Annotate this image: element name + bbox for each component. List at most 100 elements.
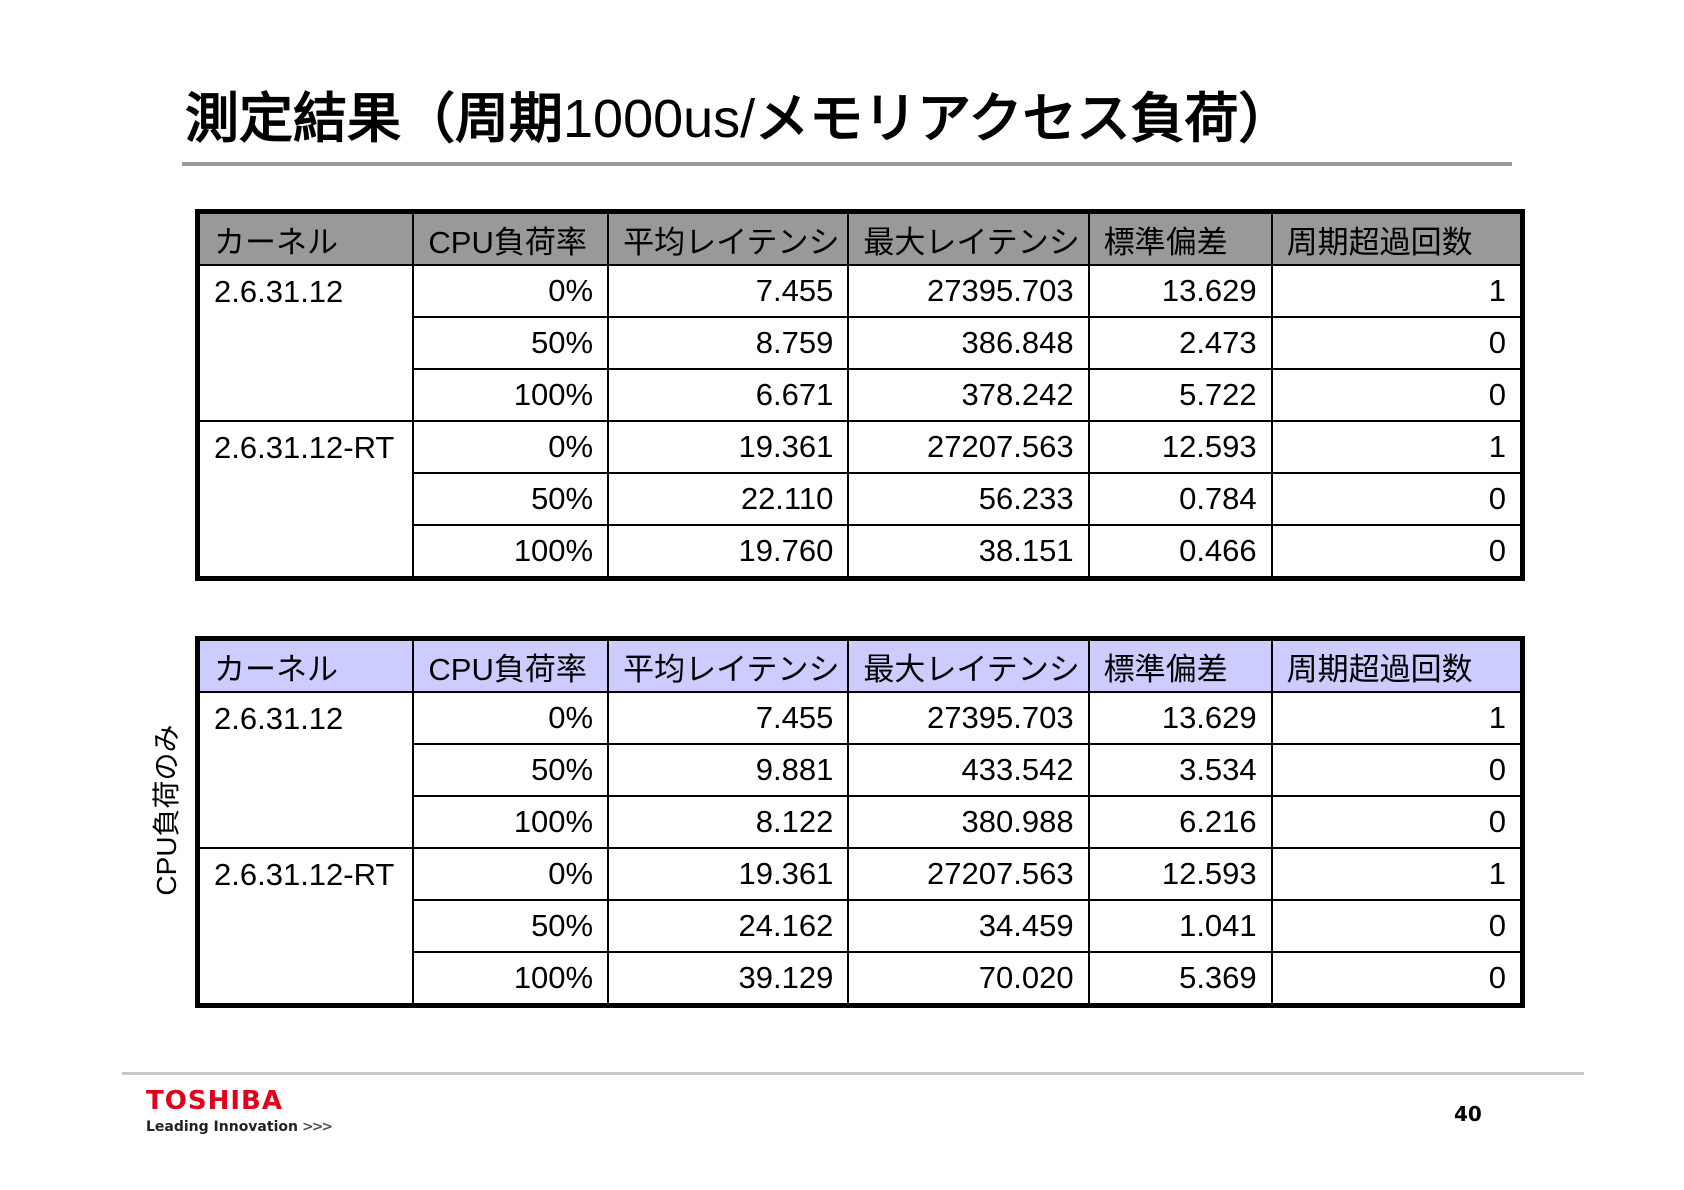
col-header-kernel: カーネル: [196, 210, 415, 266]
cpu-load-cell: 0%: [412, 691, 610, 745]
overrun-count-cell: 0: [1270, 316, 1524, 370]
avg-latency-cell: 7.455: [607, 264, 850, 318]
max-latency-cell: 27207.563: [847, 847, 1090, 901]
table-row: 100% 39.129 70.020 5.369 0: [198, 951, 1524, 1007]
toshiba-logo: TOSHIBA: [146, 1086, 283, 1116]
cpu-load-cell: 0%: [412, 420, 610, 474]
cpu-load-cell: 100%: [412, 951, 610, 1007]
overrun-count-cell: 0: [1270, 795, 1524, 849]
table-header-row: カーネル CPU負荷率 平均レイテンシ 最大レイテンシ 標準偏差 周期超過回数: [196, 637, 1524, 693]
avg-latency-cell: 39.129: [607, 951, 850, 1007]
table-row: 2.6.31.12 0% 7.455 27395.703 13.629 1: [196, 691, 1524, 849]
std-dev-cell: 5.369: [1087, 951, 1273, 1007]
kernel-cell: 2.6.31.12-RT: [196, 420, 415, 580]
std-dev-cell: 13.629: [1087, 691, 1273, 745]
std-dev-cell: 2.473: [1087, 316, 1273, 370]
title-part-2: 1000us/: [563, 89, 756, 149]
tagline: Leading Innovation >>>: [146, 1117, 333, 1137]
avg-latency-cell: 19.361: [607, 420, 850, 474]
col-header-overrun-count: 周期超過回数: [1270, 210, 1524, 266]
overrun-count-cell: 0: [1270, 368, 1524, 422]
avg-latency-cell: 9.881: [607, 743, 850, 797]
title-underline: [182, 162, 1512, 166]
cpu-load-cell: 100%: [412, 524, 610, 580]
col-header-max-latency: 最大レイテンシ: [847, 210, 1090, 266]
cpu-load-cell: 50%: [412, 899, 610, 953]
col-header-std-dev: 標準偏差: [1087, 210, 1273, 266]
std-dev-cell: 3.534: [1087, 743, 1273, 797]
cpu-load-cell: 0%: [412, 847, 610, 901]
avg-latency-cell: 7.455: [607, 691, 850, 745]
max-latency-cell: 380.988: [847, 795, 1090, 849]
results-table-memory-load: カーネル CPU負荷率 平均レイテンシ 最大レイテンシ 標準偏差 周期超過回数 …: [195, 209, 1525, 581]
col-header-cpu-load: CPU負荷率: [412, 210, 610, 266]
table-header-row: カーネル CPU負荷率 平均レイテンシ 最大レイテンシ 標準偏差 周期超過回数: [196, 210, 1524, 266]
cpu-load-cell: 50%: [412, 472, 610, 526]
table-row: 50% 22.110 56.233 0.784 0: [198, 472, 1524, 526]
col-header-kernel: カーネル: [196, 637, 415, 693]
overrun-count-cell: 0: [1270, 472, 1524, 526]
col-header-avg-latency: 平均レイテンシ: [607, 210, 850, 266]
overrun-count-cell: 1: [1270, 264, 1524, 318]
col-header-avg-latency: 平均レイテンシ: [607, 637, 850, 693]
col-header-std-dev: 標準偏差: [1087, 637, 1273, 693]
cpu-load-cell: 0%: [412, 264, 610, 318]
max-latency-cell: 70.020: [847, 951, 1090, 1007]
kernel-cell: 2.6.31.12: [196, 264, 415, 422]
kernel-cell: 2.6.31.12: [196, 691, 415, 849]
overrun-count-cell: 0: [1270, 899, 1524, 953]
table-row: 50% 24.162 34.459 1.041 0: [198, 899, 1524, 953]
std-dev-cell: 6.216: [1087, 795, 1273, 849]
avg-latency-cell: 19.361: [607, 847, 850, 901]
results-table-cpu-load-only: カーネル CPU負荷率 平均レイテンシ 最大レイテンシ 標準偏差 周期超過回数 …: [195, 636, 1525, 1008]
max-latency-cell: 27395.703: [847, 691, 1090, 745]
overrun-count-cell: 1: [1270, 847, 1524, 901]
avg-latency-cell: 19.760: [607, 524, 850, 580]
col-header-overrun-count: 周期超過回数: [1270, 637, 1524, 693]
table-row: 2.6.31.12 0% 7.455 27395.703 13.629 1: [196, 264, 1524, 422]
table-row: 2.6.31.12-RT 0% 19.361 27207.563 12.593 …: [196, 847, 1524, 1007]
title-part-3: メモリアクセス負荷）: [755, 87, 1293, 150]
table-row: 50% 8.759 386.848 2.473 0: [198, 316, 1524, 370]
col-header-max-latency: 最大レイテンシ: [847, 637, 1090, 693]
overrun-count-cell: 1: [1270, 420, 1524, 474]
max-latency-cell: 34.459: [847, 899, 1090, 953]
page-title: 測定結果（周期1000us/メモリアクセス負荷）: [185, 84, 1292, 154]
avg-latency-cell: 8.759: [607, 316, 850, 370]
max-latency-cell: 27207.563: [847, 420, 1090, 474]
std-dev-cell: 13.629: [1087, 264, 1273, 318]
std-dev-cell: 0.784: [1087, 472, 1273, 526]
footer-divider: [122, 1072, 1584, 1075]
col-header-cpu-load: CPU負荷率: [412, 637, 610, 693]
table-row: 100% 19.760 38.151 0.466 0: [198, 524, 1524, 580]
overrun-count-cell: 0: [1270, 951, 1524, 1007]
cpu-load-cell: 100%: [412, 795, 610, 849]
overrun-count-cell: 0: [1270, 743, 1524, 797]
avg-latency-cell: 22.110: [607, 472, 850, 526]
chevrons-icon: >>>: [301, 1119, 333, 1135]
table-row: 100% 6.671 378.242 5.722 0: [198, 368, 1524, 422]
cpu-load-cell: 50%: [412, 743, 610, 797]
avg-latency-cell: 6.671: [607, 368, 850, 422]
max-latency-cell: 27395.703: [847, 264, 1090, 318]
table-row: 100% 8.122 380.988 6.216 0: [198, 795, 1524, 849]
std-dev-cell: 12.593: [1087, 420, 1273, 474]
cpu-load-cell: 50%: [412, 316, 610, 370]
overrun-count-cell: 0: [1270, 524, 1524, 580]
kernel-cell: 2.6.31.12-RT: [196, 847, 415, 1007]
max-latency-cell: 386.848: [847, 316, 1090, 370]
std-dev-cell: 12.593: [1087, 847, 1273, 901]
max-latency-cell: 56.233: [847, 472, 1090, 526]
max-latency-cell: 378.242: [847, 368, 1090, 422]
table-row: 50% 9.881 433.542 3.534 0: [198, 743, 1524, 797]
overrun-count-cell: 1: [1270, 691, 1524, 745]
table-row: 2.6.31.12-RT 0% 19.361 27207.563 12.593 …: [196, 420, 1524, 580]
cpu-load-cell: 100%: [412, 368, 610, 422]
avg-latency-cell: 24.162: [607, 899, 850, 953]
max-latency-cell: 38.151: [847, 524, 1090, 580]
avg-latency-cell: 8.122: [607, 795, 850, 849]
std-dev-cell: 0.466: [1087, 524, 1273, 580]
page-number: 40: [1454, 1102, 1482, 1126]
cpu-load-only-label: CPU負荷のみ: [151, 724, 182, 896]
std-dev-cell: 1.041: [1087, 899, 1273, 953]
